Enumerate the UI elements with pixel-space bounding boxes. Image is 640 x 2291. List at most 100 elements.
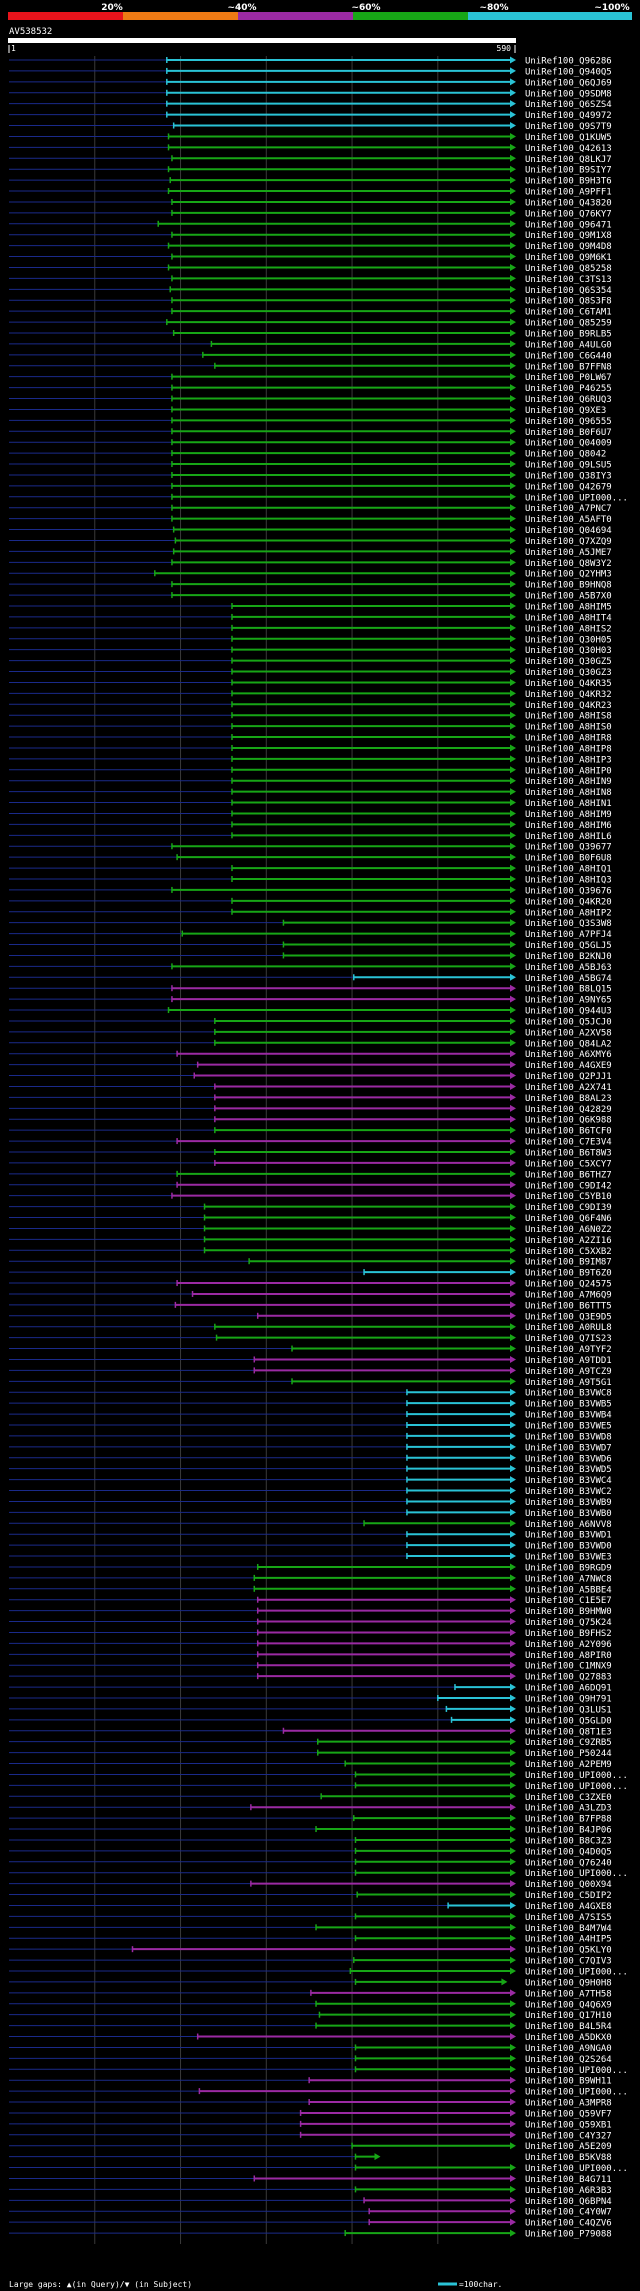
hit-label[interactable]: UniRef100_A6DQ91 [525, 1684, 612, 1694]
hit-row[interactable]: UniRef100_A8HIQ1 [9, 864, 612, 875]
hit-label[interactable]: UniRef100_Q8LKJ7 [525, 155, 612, 165]
hit-label[interactable]: UniRef100_A8HIS8 [525, 712, 612, 722]
hit-label[interactable]: UniRef100_C5XXB2 [525, 1247, 612, 1257]
hit-row[interactable]: UniRef100_UPI000... [9, 493, 628, 503]
hit-label[interactable]: UniRef100_Q27883 [525, 1673, 612, 1683]
hit-label[interactable]: UniRef100_Q96471 [525, 220, 612, 230]
hit-row[interactable]: UniRef100_Q9XE3 [9, 405, 606, 416]
hit-label[interactable]: UniRef100_Q9H791 [525, 1695, 612, 1705]
hit-row[interactable]: UniRef100_A5E209 [9, 2142, 612, 2152]
hit-row[interactable]: UniRef100_B3VWC8 [9, 1388, 612, 1399]
hit-row[interactable]: UniRef100_A5B7X0 [9, 591, 612, 602]
hit-row[interactable]: UniRef100_Q4D0Q5 [9, 1847, 612, 1857]
hit-row[interactable]: UniRef100_Q4Q6X9 [9, 2000, 612, 2010]
hit-row[interactable]: UniRef100_Q9S7T9 [9, 122, 612, 132]
hit-row[interactable]: UniRef100_Q940Q5 [9, 67, 612, 77]
hit-row[interactable]: UniRef100_UPI000... [9, 1967, 628, 1978]
hit-row[interactable]: UniRef100_B2KNJ0 [9, 951, 612, 962]
hit-label[interactable]: UniRef100_B3VWB5 [525, 1400, 612, 1410]
hit-label[interactable]: UniRef100_P79088 [525, 2230, 612, 2240]
hit-label[interactable]: UniRef100_A8HIN1 [525, 799, 612, 809]
hit-label[interactable]: UniRef100_A8HIM5 [525, 603, 612, 613]
hit-row[interactable]: UniRef100_Q85259 [9, 318, 612, 329]
hit-label[interactable]: UniRef100_Q4KR23 [525, 701, 612, 711]
hit-label[interactable]: UniRef100_Q5KLY0 [525, 1946, 612, 1956]
hit-row[interactable]: UniRef100_Q59XB1 [9, 2120, 612, 2130]
hit-row[interactable]: UniRef100_A8HIL6 [9, 831, 612, 842]
hit-label[interactable]: UniRef100_UPI000... [525, 2164, 628, 2174]
hit-row[interactable]: UniRef100_Q39676 [9, 886, 612, 896]
hit-row[interactable]: UniRef100_Q75K24 [9, 1618, 612, 1628]
hit-row[interactable]: UniRef100_B9SIY7 [9, 165, 612, 176]
hit-row[interactable]: UniRef100_A6N0Z2 [9, 1224, 612, 1235]
hit-label[interactable]: UniRef100_A4GXE9 [525, 1061, 612, 1071]
hit-label[interactable]: UniRef100_B3VWD5 [525, 1465, 612, 1475]
hit-label[interactable]: UniRef100_A7M6Q9 [525, 1290, 612, 1300]
hit-row[interactable]: UniRef100_B9WH11 [9, 2076, 612, 2087]
hit-label[interactable]: UniRef100_A8HIP8 [525, 744, 612, 754]
hit-row[interactable]: UniRef100_B3VWB0 [9, 1508, 612, 1519]
hit-row[interactable]: UniRef100_A6NVV8 [9, 1519, 612, 1530]
hit-row[interactable]: UniRef100_C5DIP2 [9, 1891, 612, 1901]
hit-label[interactable]: UniRef100_Q2PJJ1 [525, 1072, 612, 1082]
hit-row[interactable]: UniRef100_P50244 [9, 1749, 612, 1759]
hit-label[interactable]: UniRef100_B9IM87 [525, 1258, 612, 1268]
hit-label[interactable]: UniRef100_Q96286 [525, 57, 612, 67]
hit-row[interactable]: UniRef100_Q5KLY0 [9, 1945, 612, 1956]
hit-label[interactable]: UniRef100_B3VWB4 [525, 1411, 612, 1421]
hit-label[interactable]: UniRef100_A5AFT0 [525, 515, 612, 525]
hit-label[interactable]: UniRef100_Q84LA2 [525, 1039, 612, 1049]
hit-row[interactable]: UniRef100_B9HMW0 [9, 1607, 612, 1617]
hit-row[interactable]: UniRef100_A3LZD3 [9, 1803, 612, 1814]
hit-label[interactable]: UniRef100_A7SIS5 [525, 1913, 612, 1923]
hit-label[interactable]: UniRef100_UPI000... [525, 1968, 628, 1978]
hit-label[interactable]: UniRef100_Q3S3W8 [525, 919, 612, 929]
hit-row[interactable]: UniRef100_C6TAM1 [9, 307, 612, 318]
hit-label[interactable]: UniRef100_Q6QJ69 [525, 78, 612, 88]
hit-label[interactable]: UniRef100_Q7IS23 [525, 1334, 612, 1344]
hit-label[interactable]: UniRef100_Q6BPN4 [525, 2197, 612, 2207]
hit-row[interactable]: UniRef100_UPI000... [9, 1781, 628, 1792]
hit-label[interactable]: UniRef100_B3VWD6 [525, 1454, 612, 1464]
hit-label[interactable]: UniRef100_B9T6Z0 [525, 1269, 612, 1279]
hit-row[interactable]: UniRef100_A5JME7 [9, 547, 612, 558]
hit-label[interactable]: UniRef100_Q38IY3 [525, 471, 612, 481]
hit-row[interactable]: UniRef100_A6R3B3 [9, 2185, 612, 2196]
hit-label[interactable]: UniRef100_B3VWC2 [525, 1487, 612, 1497]
hit-label[interactable]: UniRef100_A8HIM6 [525, 821, 612, 831]
hit-row[interactable]: UniRef100_C5YB10 [9, 1192, 612, 1202]
hit-label[interactable]: UniRef100_Q17H10 [525, 2011, 612, 2021]
hit-label[interactable]: UniRef100_Q75K24 [525, 1618, 612, 1628]
hit-row[interactable]: UniRef100_Q6RUQ3 [9, 395, 612, 405]
hit-label[interactable]: UniRef100_A8PIR0 [525, 1651, 612, 1661]
hit-label[interactable]: UniRef100_Q9SDM8 [525, 89, 612, 99]
hit-label[interactable]: UniRef100_Q04009 [525, 439, 612, 449]
hit-row[interactable]: UniRef100_Q17H10 [9, 2011, 612, 2021]
hit-row[interactable]: UniRef100_A9TYF2 [9, 1345, 612, 1355]
hit-row[interactable]: UniRef100_A6XMY6 [9, 1050, 612, 1060]
hit-row[interactable]: UniRef100_Q24575 [9, 1279, 612, 1290]
hit-row[interactable]: UniRef100_B3VWD5 [9, 1465, 612, 1475]
hit-row[interactable]: UniRef100_B3VWC4 [9, 1476, 612, 1486]
hit-label[interactable]: UniRef100_B8AL23 [525, 1094, 612, 1104]
hit-label[interactable]: UniRef100_Q1KUW5 [525, 133, 612, 143]
hit-row[interactable]: UniRef100_UPI000... [9, 2065, 628, 2076]
hit-row[interactable]: UniRef100_A9PFF1 [9, 187, 612, 198]
hit-row[interactable]: UniRef100_C5XXB2 [9, 1246, 612, 1257]
hit-row[interactable]: UniRef100_Q30H05 [9, 635, 612, 645]
hit-label[interactable]: UniRef100_A7PFJ4 [525, 930, 612, 940]
hit-row[interactable]: UniRef100_Q4KR32 [9, 689, 612, 700]
hit-row[interactable]: UniRef100_B3VWE3 [9, 1552, 612, 1563]
hit-row[interactable]: UniRef100_B6TTT5 [9, 1301, 612, 1311]
hit-label[interactable]: UniRef100_A8HIQ3 [525, 876, 612, 886]
hit-row[interactable]: UniRef100_Q9SDM8 [9, 89, 612, 99]
hit-row[interactable]: UniRef100_A0RUL8 [9, 1323, 612, 1333]
hit-row[interactable]: UniRef100_B9RLB5 [9, 329, 612, 340]
hit-row[interactable]: UniRef100_Q9LSU5 [9, 460, 612, 471]
hit-row[interactable]: UniRef100_Q96286 [9, 56, 612, 67]
hit-label[interactable]: UniRef100_Q43820 [525, 198, 612, 208]
hit-row[interactable]: UniRef100_Q5JCJ0 [9, 1017, 612, 1027]
hit-label[interactable]: UniRef100_B8LQ15 [525, 985, 612, 995]
hit-label[interactable]: UniRef100_A9TDD1 [525, 1356, 612, 1366]
hit-row[interactable]: UniRef100_Q7XZQ9 [9, 536, 612, 547]
